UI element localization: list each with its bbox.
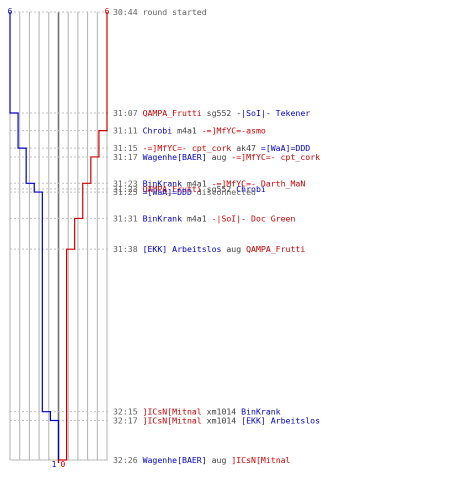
event-part: -=]MfYC=-asmo: [202, 126, 266, 136]
event-part: Wagenhe[BAER]: [143, 455, 207, 465]
event-part: BinKrank: [143, 178, 183, 188]
event-time: 31:15: [113, 143, 143, 153]
event-part: [EKK] Arbeitslos: [241, 415, 320, 425]
event-part: -=]MfYC=- Darth_MaN: [212, 178, 306, 188]
event-part: sg552: [202, 184, 237, 194]
event-part: -|SoI|- Tekener: [236, 108, 310, 118]
axis-label-top-right: 6: [105, 7, 110, 16]
event-part: ]ICsN[Mitnal: [143, 415, 202, 425]
event-row: 31:23 QAMPA_Frutti sg552 Chrobi: [113, 184, 266, 194]
event-time: 31:31: [113, 213, 143, 223]
blue-team-count-line: [9, 12, 60, 463]
event-part: xm1014: [202, 415, 241, 425]
event-part: ak47: [231, 143, 261, 153]
event-part: xm1014: [202, 407, 241, 417]
event-part: =[WaA]=DDD: [261, 143, 310, 153]
event-row: 31:23 BinKrank m4a1 -=]MfYC=- Darth_MaN: [113, 178, 305, 188]
event-part: -=]MfYC=- cpt_cork: [231, 152, 320, 162]
event-part: =[WaA]=DDD: [143, 187, 192, 197]
event-part: BinKrank: [143, 213, 183, 223]
event-time: 31:23: [113, 178, 143, 188]
event-time: 30:44: [113, 7, 143, 17]
event-part: Wagenhe[BAER]: [143, 152, 207, 162]
event-part: aug: [207, 152, 232, 162]
event-part: m4a1: [182, 178, 212, 188]
event-part: sg552: [202, 108, 237, 118]
event-part: QAMPA_Frutti: [246, 244, 305, 254]
event-part: QAMPA_Frutti: [143, 184, 202, 194]
event-row: 31:07 QAMPA_Frutti sg552 -|SoI|- Tekener: [113, 108, 310, 118]
event-part: aug: [207, 455, 232, 465]
event-part: [EKK] Arbeitslos: [143, 244, 222, 254]
event-part: m4a1: [182, 213, 212, 223]
event-row: 31:17 Wagenhe[BAER] aug -=]MfYC=- cpt_co…: [113, 152, 320, 162]
event-part: round started: [143, 7, 207, 17]
event-part: aug: [221, 244, 246, 254]
event-row: 31:15 -=]MfYC=- cpt_cork ak47 =[WaA]=DDD: [113, 143, 310, 153]
event-part: QAMPA_Frutti: [143, 108, 202, 118]
event-dash-lines: [10, 11, 110, 461]
event-part: ]ICsN[Mitnal: [143, 407, 202, 417]
player-count-series: [9, 12, 108, 463]
event-row: 30:44 round started: [113, 7, 207, 17]
event-time: 31:23: [113, 184, 143, 194]
event-time: 32:17: [113, 415, 143, 425]
event-time: 31:25: [113, 187, 143, 197]
event-time: 31:11: [113, 126, 143, 136]
event-time: 32:15: [113, 407, 143, 417]
event-row: 32:26 Wagenhe[BAER] aug ]ICsN[Mitnal: [113, 455, 291, 465]
chart-grid: [9, 12, 108, 461]
event-part: Chrobi: [236, 184, 266, 194]
event-part: Chrobi: [143, 126, 173, 136]
event-row: 32:15 ]ICsN[Mitnal xm1014 BinKrank: [113, 407, 281, 417]
axis-labels: 6 6 1 0: [8, 7, 110, 469]
axis-label-top-left: 6: [8, 7, 13, 16]
axis-label-bottom-left: 1: [52, 460, 57, 469]
axis-label-bottom-right: 0: [61, 460, 66, 469]
event-log: 30:44 round started 31:07 QAMPA_Frutti sg…: [113, 7, 320, 465]
event-time: 31:17: [113, 152, 143, 162]
event-part: disconnected: [192, 187, 256, 197]
event-row: 31:38 [EKK] Arbeitslos aug QAMPA_Frutti: [113, 244, 305, 254]
event-time: 31:07: [113, 108, 143, 118]
event-part: ]ICsN[Mitnal: [231, 455, 290, 465]
event-row: 31:11 Chrobi m4a1 -=]MfYC=-asmo: [113, 126, 266, 136]
event-time: 32:26: [113, 455, 143, 465]
event-row: 31:25 =[WaA]=DDD disconnected: [113, 187, 256, 197]
event-row: 31:31 BinKrank m4a1 -|SoI|- Doc Green: [113, 213, 295, 223]
event-part: -|SoI|- Doc Green: [212, 213, 296, 223]
event-row: 32:17 ]ICsN[Mitnal xm1014 [EKK] Arbeitsl…: [113, 415, 320, 425]
event-part: -=]MfYC=- cpt_cork: [143, 143, 232, 153]
event-part: m4a1: [172, 126, 202, 136]
event-part: BinKrank: [241, 407, 281, 417]
event-time: 31:38: [113, 244, 143, 254]
red-team-count-line: [57, 12, 108, 463]
